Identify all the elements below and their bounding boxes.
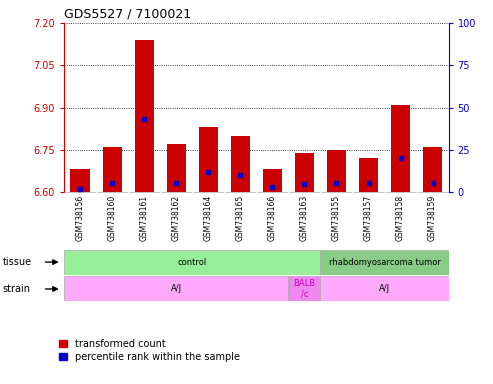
Text: rhabdomyosarcoma tumor: rhabdomyosarcoma tumor bbox=[329, 258, 440, 266]
Text: strain: strain bbox=[2, 284, 31, 294]
Text: A/J: A/J bbox=[379, 285, 390, 293]
Bar bbox=[320, 276, 449, 301]
Text: A/J: A/J bbox=[171, 285, 182, 293]
Bar bbox=[327, 150, 346, 192]
Bar bbox=[231, 136, 250, 192]
Bar bbox=[64, 276, 288, 301]
Bar bbox=[359, 158, 378, 192]
Bar bbox=[167, 144, 186, 192]
Text: tissue: tissue bbox=[2, 257, 32, 267]
Legend: transformed count, percentile rank within the sample: transformed count, percentile rank withi… bbox=[59, 339, 240, 362]
Bar bbox=[391, 105, 410, 192]
Bar bbox=[199, 127, 218, 192]
Bar bbox=[288, 276, 320, 301]
Text: BALB
/c: BALB /c bbox=[293, 279, 316, 299]
Bar bbox=[263, 169, 282, 192]
Bar bbox=[70, 169, 90, 192]
Bar bbox=[135, 40, 154, 192]
Bar bbox=[423, 147, 442, 192]
Bar bbox=[103, 147, 122, 192]
Text: GDS5527 / 7100021: GDS5527 / 7100021 bbox=[64, 7, 191, 20]
Text: control: control bbox=[177, 258, 207, 266]
Bar bbox=[64, 250, 320, 275]
Bar bbox=[295, 152, 314, 192]
Bar bbox=[320, 250, 449, 275]
